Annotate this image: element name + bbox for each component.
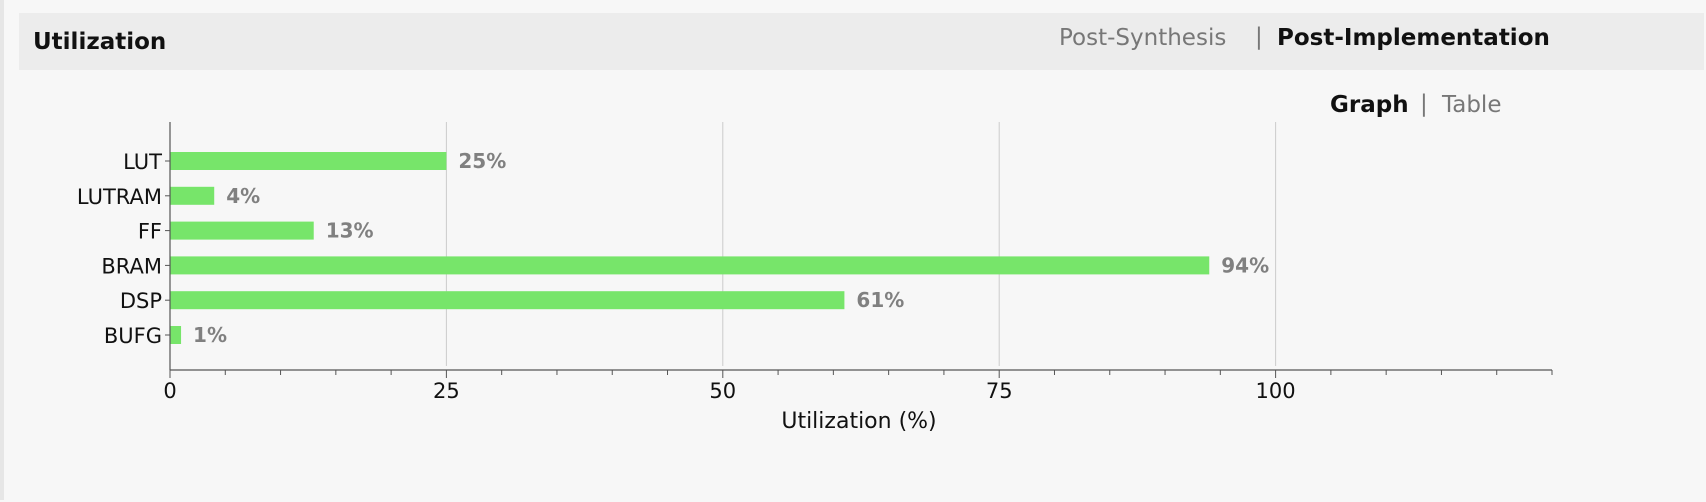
x-tick-label-50: 50 (709, 379, 736, 403)
value-label-lut: 25% (458, 149, 506, 173)
tab-post-synthesis[interactable]: Post-Synthesis (1059, 25, 1227, 51)
x-tick-label-25: 25 (433, 379, 460, 403)
category-label-bram: BRAM (101, 254, 162, 278)
bar-dsp (170, 291, 845, 310)
x-tick-label-75: 75 (986, 379, 1013, 403)
x-axis-label: Utilization (%) (781, 409, 936, 434)
tab-separator: | (1255, 24, 1263, 50)
category-label-dsp: DSP (120, 289, 162, 313)
panel-header: Utilization Post-Synthesis | Post-Implem… (19, 13, 1704, 70)
category-label-ff: FF (138, 220, 162, 244)
category-label-lutram: LUTRAM (77, 185, 162, 209)
category-label-bufg: BUFG (104, 324, 162, 348)
x-tick-label-100: 100 (1256, 379, 1296, 403)
graph-view-toggle[interactable]: Graph (1330, 92, 1409, 118)
view-separator: | (1420, 91, 1428, 117)
value-label-dsp: 61% (856, 288, 904, 312)
bar-bram (170, 256, 1210, 275)
bar-lutram (170, 186, 215, 205)
bar-bufg (170, 326, 182, 344)
utilization-bar-chart: 25% 4% 13% 94% 61% 1% LUT LUTRAM FF BRAM DSP BUFG 0… (77, 122, 1553, 434)
bar-ff (170, 221, 314, 240)
bar-lut (170, 152, 447, 170)
value-label-bufg: 1% (193, 323, 227, 347)
table-view-toggle[interactable]: Table (1442, 92, 1502, 118)
value-label-bram: 94% (1221, 253, 1269, 277)
panel-title: Utilization (33, 29, 167, 55)
value-label-lutram: 4% (226, 184, 260, 208)
category-label-lut: LUT (123, 150, 162, 174)
x-tick-label-0: 0 (163, 379, 176, 403)
value-label-ff: 13% (326, 219, 374, 243)
tab-post-implementation[interactable]: Post-Implementation (1277, 25, 1550, 51)
